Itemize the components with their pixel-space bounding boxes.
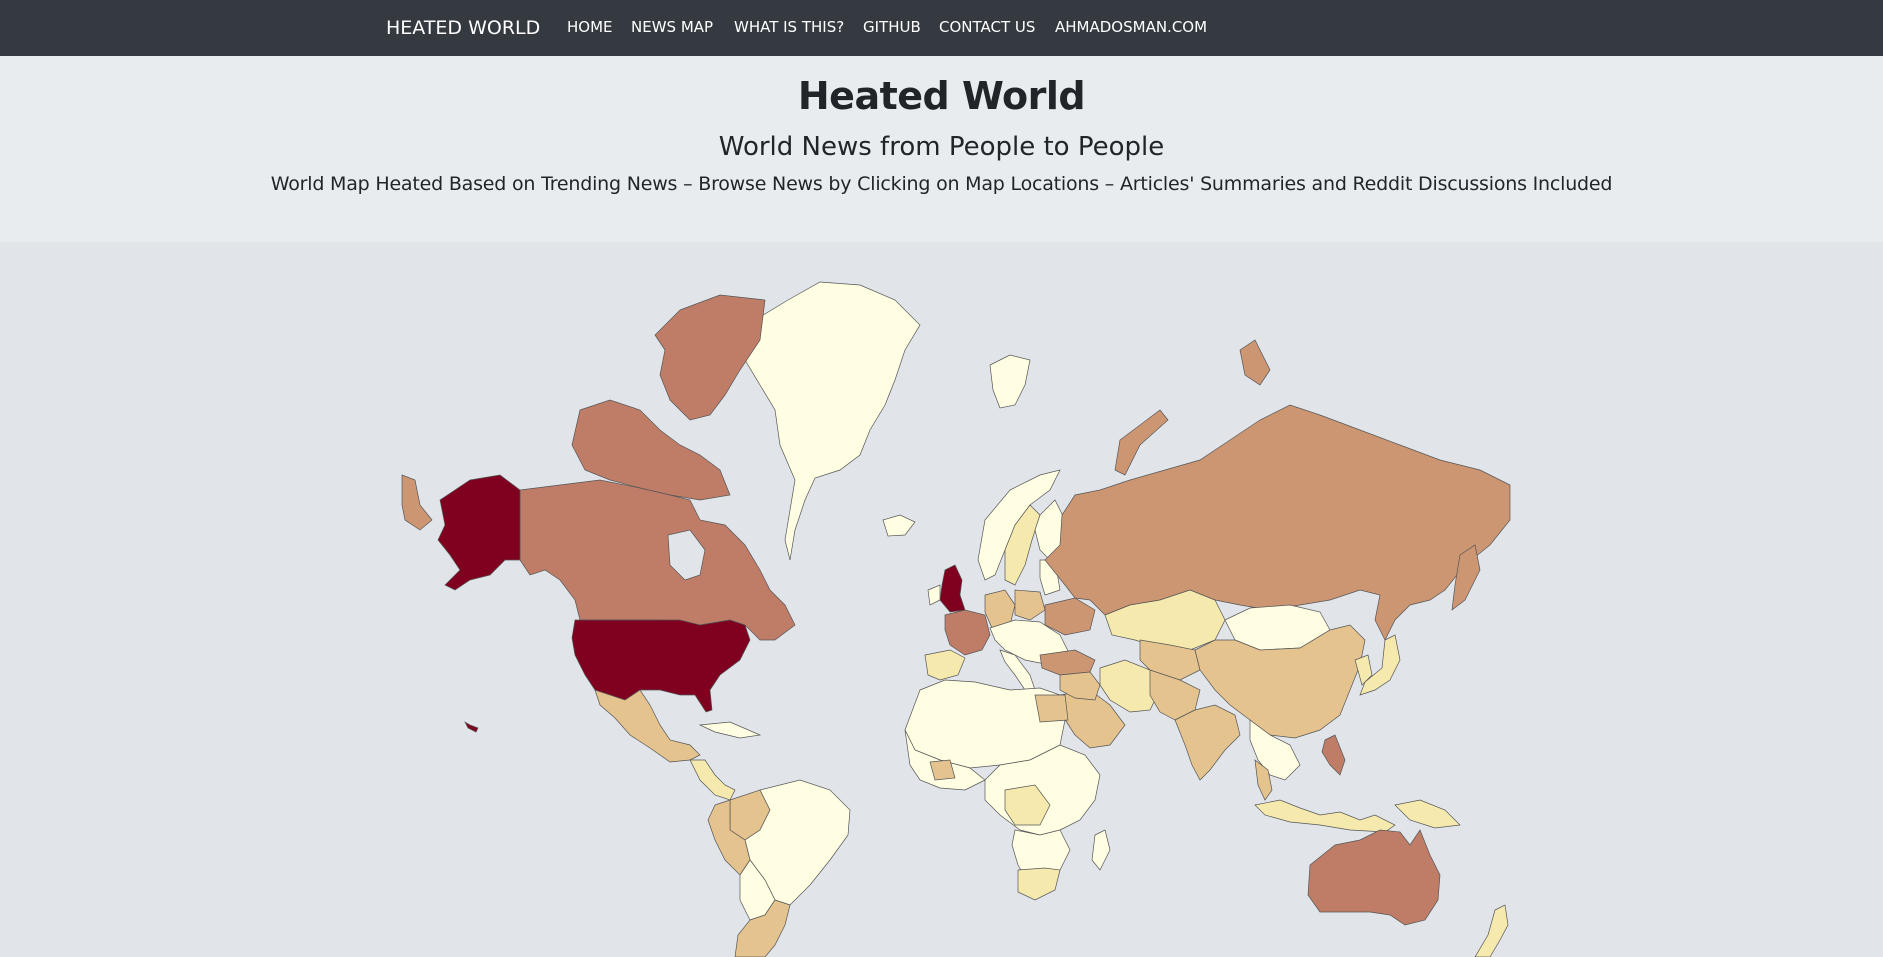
country-canada[interactable]: [519, 479, 796, 641]
country-greenland[interactable]: [734, 281, 921, 561]
country-india[interactable]: [1174, 704, 1241, 781]
country-kazakhstan[interactable]: [1104, 589, 1226, 651]
hero-banner: Heated World World News from People to P…: [0, 56, 1883, 242]
country-poland[interactable]: [1014, 589, 1046, 621]
country-alaska[interactable]: [437, 474, 521, 591]
country-united-kingdom[interactable]: [939, 564, 966, 613]
country-cuba[interactable]: [698, 721, 762, 739]
country-sweden[interactable]: [1004, 504, 1041, 586]
page-title: Heated World: [797, 74, 1086, 118]
country-canada-islands[interactable]: [654, 294, 766, 421]
country-australia[interactable]: [1307, 829, 1441, 926]
country-egypt[interactable]: [1034, 694, 1069, 723]
nav-home[interactable]: HOME: [567, 18, 613, 36]
nav-contact-us[interactable]: CONTACT US: [939, 18, 1036, 36]
country-russia[interactable]: [1044, 404, 1511, 641]
brand-link[interactable]: HEATED WORLD: [386, 17, 541, 39]
country-thailand-malaysia[interactable]: [1254, 759, 1273, 801]
country-mexico[interactable]: [594, 689, 701, 763]
country-novaya-zemlya[interactable]: [1114, 409, 1169, 476]
country-iraq-syria[interactable]: [1059, 671, 1101, 701]
country-ukraine[interactable]: [1044, 597, 1096, 636]
country-west-africa[interactable]: [904, 729, 986, 791]
country-iran[interactable]: [1099, 659, 1161, 713]
country-canada-islands-2[interactable]: [571, 399, 731, 501]
country-indonesia[interactable]: [1254, 799, 1396, 833]
country-philippines[interactable]: [1321, 734, 1346, 776]
country-chukotka[interactable]: [401, 474, 433, 531]
country-hawaii[interactable]: [464, 721, 479, 733]
country-drc[interactable]: [1004, 784, 1051, 826]
country-spain[interactable]: [924, 649, 966, 681]
world-map: [0, 242, 1883, 957]
country-kamchatka[interactable]: [1451, 544, 1481, 611]
country-new-zealand[interactable]: [1474, 904, 1509, 957]
country-russia-north-islands[interactable]: [1239, 339, 1271, 386]
country-iceland[interactable]: [882, 514, 916, 537]
country-korea[interactable]: [1354, 654, 1373, 686]
country-svalbard[interactable]: [989, 354, 1031, 409]
page-lead: World Map Heated Based on Trending News …: [270, 173, 1613, 195]
world-map-svg: [401, 281, 1511, 957]
country-ireland[interactable]: [927, 584, 941, 606]
country-southeast-asia[interactable]: [1249, 719, 1301, 781]
country-central-america[interactable]: [689, 759, 736, 801]
nav-what-is-this[interactable]: WHAT IS THIS?: [734, 18, 845, 36]
country-turkey[interactable]: [1039, 649, 1096, 676]
country-france[interactable]: [944, 609, 991, 656]
navbar: HEATED WORLD HOME NEWS MAP WHAT IS THIS?…: [0, 0, 1883, 56]
page-subtitle: World News from People to People: [718, 132, 1165, 162]
nav-ahmadosman[interactable]: AHMADOSMAN.COM: [1055, 18, 1208, 36]
country-nigeria[interactable]: [929, 759, 956, 781]
nav-github[interactable]: GITHUB: [863, 18, 921, 36]
country-argentina[interactable]: [734, 899, 791, 957]
country-china[interactable]: [1194, 624, 1366, 739]
nav-news-map[interactable]: NEWS MAP: [631, 18, 714, 36]
country-south-africa[interactable]: [1017, 867, 1061, 901]
country-new-guinea[interactable]: [1394, 799, 1461, 829]
country-united-states[interactable]: [571, 619, 751, 713]
country-canada-hudson[interactable]: [667, 529, 706, 581]
country-central-asia[interactable]: [1139, 639, 1201, 681]
country-japan[interactable]: [1359, 634, 1401, 696]
country-madagascar[interactable]: [1091, 829, 1111, 871]
